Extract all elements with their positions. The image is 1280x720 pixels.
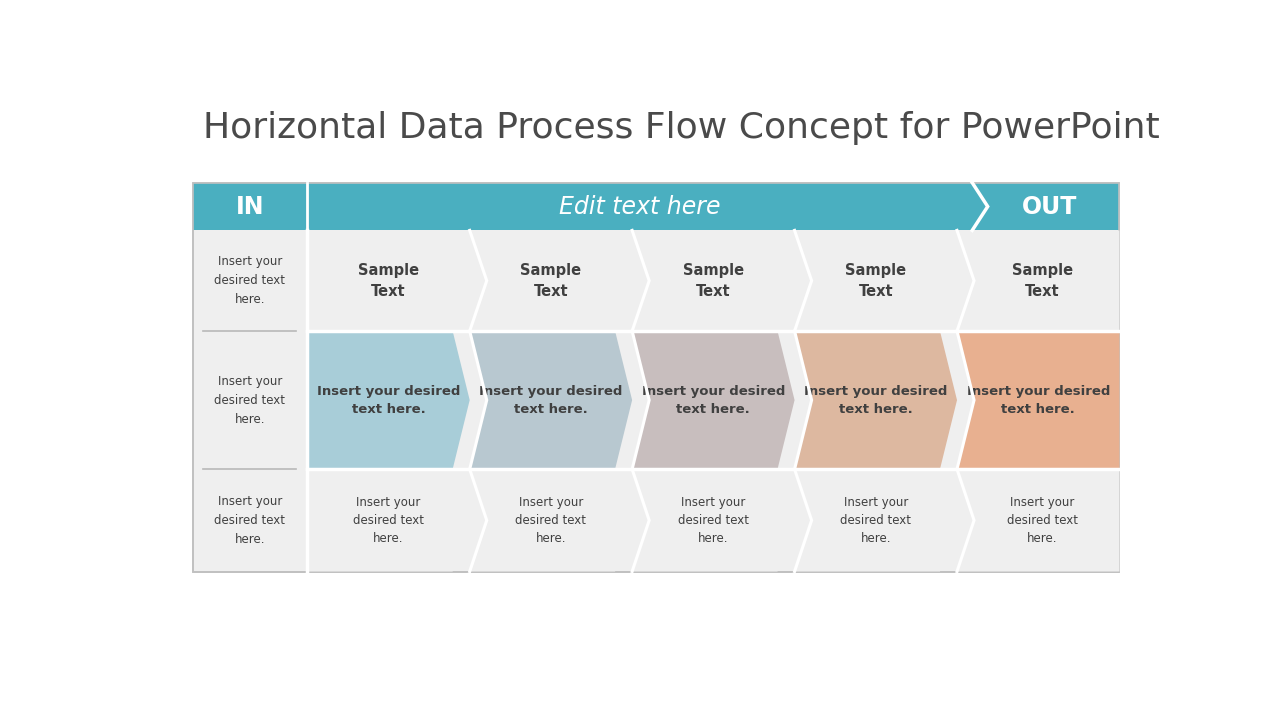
Polygon shape — [307, 469, 470, 572]
Text: Insert your desired
text here.: Insert your desired text here. — [641, 384, 785, 415]
Polygon shape — [632, 469, 795, 572]
Polygon shape — [632, 230, 795, 331]
Text: Insert your
desired text
here.: Insert your desired text here. — [353, 496, 424, 545]
Text: Horizontal Data Process Flow Concept for PowerPoint: Horizontal Data Process Flow Concept for… — [202, 111, 1160, 145]
FancyBboxPatch shape — [192, 183, 1120, 230]
Text: Insert your
desired text
here.: Insert your desired text here. — [1007, 496, 1078, 545]
Polygon shape — [307, 331, 470, 469]
Text: Sample
Text: Sample Text — [682, 263, 744, 299]
Text: IN: IN — [236, 194, 264, 219]
Text: Insert your
desired text
here.: Insert your desired text here. — [215, 374, 285, 426]
Text: Insert your
desired text
here.: Insert your desired text here. — [678, 496, 749, 545]
Text: Insert your desired
text here.: Insert your desired text here. — [316, 384, 460, 415]
Text: Insert your desired
text here.: Insert your desired text here. — [966, 384, 1110, 415]
Polygon shape — [470, 331, 632, 469]
Polygon shape — [307, 230, 470, 331]
Text: OUT: OUT — [1021, 194, 1078, 219]
Text: Insert your
desired text
here.: Insert your desired text here. — [516, 496, 586, 545]
Polygon shape — [632, 331, 795, 469]
Polygon shape — [470, 469, 632, 572]
Polygon shape — [957, 331, 1120, 469]
Text: Edit text here: Edit text here — [559, 194, 721, 219]
Text: Sample
Text: Sample Text — [845, 263, 906, 299]
Polygon shape — [470, 230, 632, 331]
FancyBboxPatch shape — [192, 183, 1120, 572]
Text: Sample
Text: Sample Text — [358, 263, 419, 299]
Polygon shape — [795, 331, 957, 469]
Text: Insert your
desired text
here.: Insert your desired text here. — [215, 495, 285, 546]
Text: Sample
Text: Sample Text — [1012, 263, 1073, 299]
Polygon shape — [795, 469, 957, 572]
Text: Insert your desired
text here.: Insert your desired text here. — [804, 384, 947, 415]
Text: Insert your
desired text
here.: Insert your desired text here. — [215, 255, 285, 306]
Text: Insert your desired
text here.: Insert your desired text here. — [479, 384, 622, 415]
Polygon shape — [957, 230, 1120, 331]
Text: Insert your
desired text
here.: Insert your desired text here. — [840, 496, 911, 545]
Polygon shape — [795, 230, 957, 331]
Text: Sample
Text: Sample Text — [521, 263, 581, 299]
Polygon shape — [957, 469, 1120, 572]
